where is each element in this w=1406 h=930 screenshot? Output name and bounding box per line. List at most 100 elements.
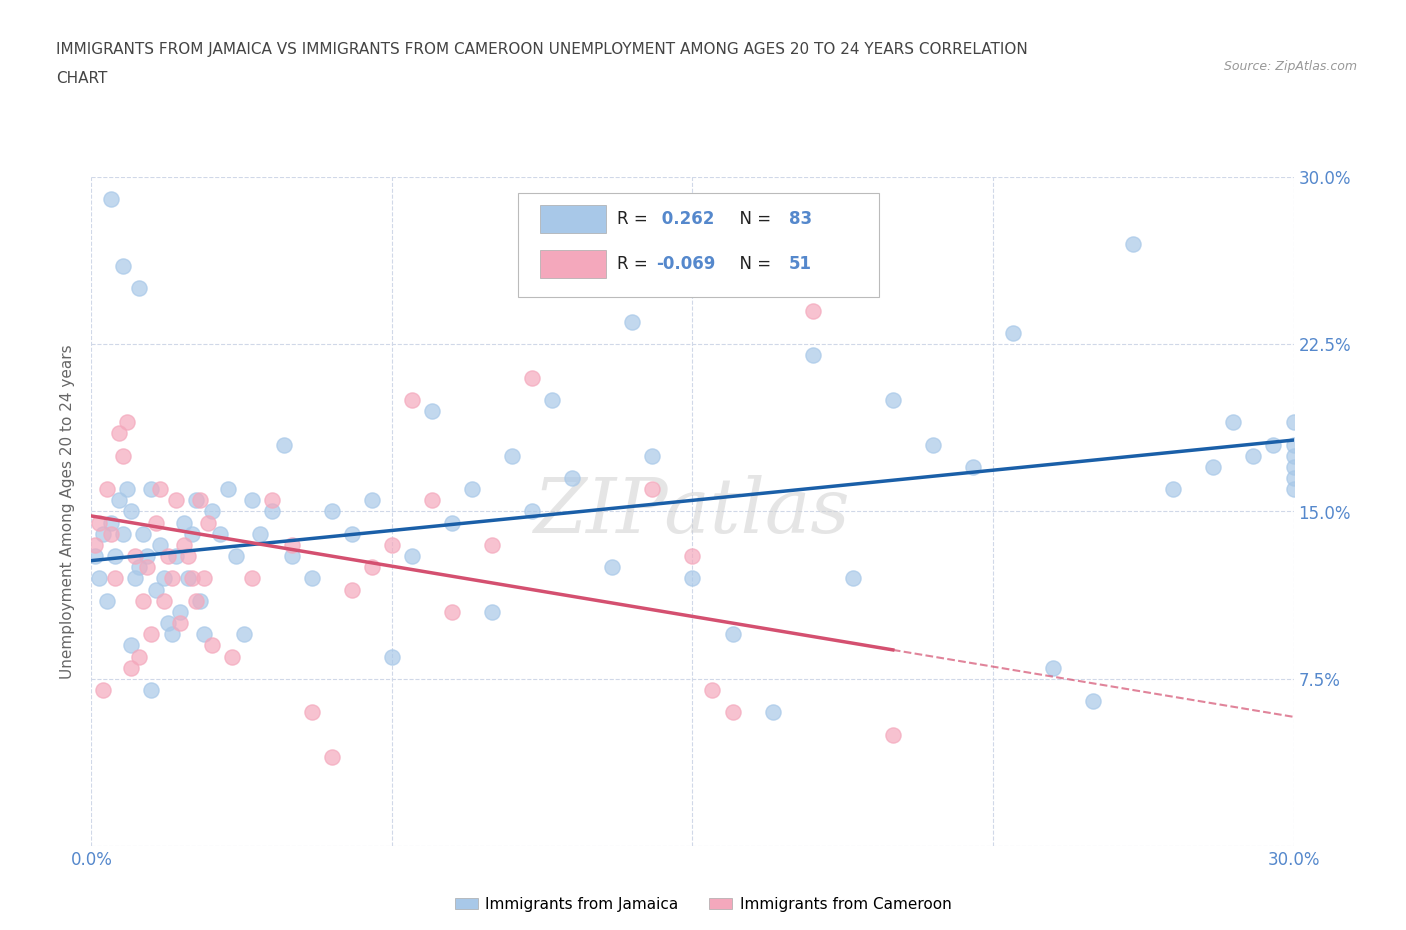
Point (721, 705, 744, 720)
Point (381, 649, 404, 664)
FancyBboxPatch shape (519, 193, 879, 298)
Point (541, 392, 564, 407)
Point (112, 448, 135, 463)
Point (1282, 482, 1305, 497)
Point (440, 604, 463, 619)
Point (112, 526, 135, 541)
Point (481, 604, 503, 619)
Point (104, 549, 127, 564)
Text: R =: R = (617, 210, 652, 228)
Point (197, 515, 219, 530)
Point (681, 549, 703, 564)
Point (381, 538, 404, 552)
Point (841, 571, 863, 586)
Point (360, 560, 382, 575)
Point (962, 459, 984, 474)
Point (1042, 660, 1064, 675)
Point (121, 638, 143, 653)
Point (420, 404, 443, 418)
Point (184, 593, 207, 608)
Point (801, 348, 824, 363)
Point (260, 493, 283, 508)
Point (184, 493, 207, 508)
FancyBboxPatch shape (540, 249, 606, 278)
Point (84, 549, 107, 564)
Point (128, 560, 150, 575)
Point (108, 493, 131, 508)
Text: N =: N = (728, 255, 776, 272)
Y-axis label: Unemployment Among Ages 20 to 24 years: Unemployment Among Ages 20 to 24 years (60, 344, 76, 679)
Point (121, 660, 143, 675)
Point (360, 493, 382, 508)
Point (124, 549, 146, 564)
Point (1001, 326, 1024, 340)
Point (117, 482, 139, 497)
Point (141, 482, 163, 497)
Point (108, 426, 131, 441)
Text: IMMIGRANTS FROM JAMAICA VS IMMIGRANTS FROM CAMEROON UNEMPLOYMENT AMONG AGES 20 T: IMMIGRANTS FROM JAMAICA VS IMMIGRANTS FR… (56, 42, 1028, 57)
Point (1282, 459, 1305, 474)
Point (145, 582, 167, 597)
Point (721, 627, 744, 642)
Point (240, 493, 263, 508)
Point (401, 392, 423, 407)
Point (440, 515, 463, 530)
Point (173, 515, 195, 530)
Point (1282, 415, 1305, 430)
Point (420, 493, 443, 508)
Point (121, 504, 143, 519)
Point (136, 560, 159, 575)
Point (169, 616, 191, 631)
Point (1222, 415, 1244, 430)
Point (232, 627, 254, 642)
Point (201, 504, 224, 519)
Point (882, 727, 904, 742)
Point (173, 538, 195, 552)
Point (762, 705, 785, 720)
Point (1243, 448, 1265, 463)
Point (249, 526, 271, 541)
Point (136, 549, 159, 564)
Point (281, 549, 304, 564)
Point (89, 515, 111, 530)
Point (169, 604, 191, 619)
Point (401, 549, 423, 564)
Point (132, 593, 155, 608)
Point (93, 683, 115, 698)
Point (221, 649, 243, 664)
Text: CHART: CHART (56, 71, 108, 86)
Point (193, 627, 215, 642)
Point (1282, 437, 1305, 452)
Point (165, 493, 187, 508)
Point (481, 538, 503, 552)
Point (260, 504, 283, 519)
Point (340, 582, 363, 597)
Point (281, 538, 304, 552)
Point (180, 526, 202, 541)
Point (132, 526, 155, 541)
Point (156, 549, 179, 564)
Point (522, 504, 544, 519)
Point (340, 526, 363, 541)
Point (176, 549, 198, 564)
Point (141, 627, 163, 642)
Point (148, 482, 170, 497)
Point (128, 649, 150, 664)
Point (93, 526, 115, 541)
Point (801, 303, 824, 318)
Point (225, 549, 247, 564)
Point (96, 482, 118, 497)
Point (193, 571, 215, 586)
Point (461, 482, 484, 497)
Point (541, 214, 564, 229)
Point (156, 616, 179, 631)
Point (321, 504, 343, 519)
Point (165, 549, 187, 564)
Point (152, 593, 174, 608)
Point (1083, 694, 1105, 709)
Point (128, 281, 150, 296)
Point (561, 471, 583, 485)
FancyBboxPatch shape (540, 205, 606, 232)
Point (602, 560, 624, 575)
Point (160, 571, 183, 586)
